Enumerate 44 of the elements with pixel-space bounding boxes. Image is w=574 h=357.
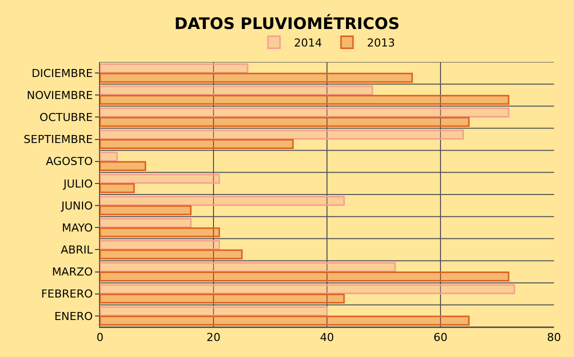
bar <box>100 294 345 304</box>
y-tick-label: MARZO <box>52 266 94 279</box>
chart-title: DATOS PLUVIOMÉTRICOS <box>174 14 400 34</box>
bar <box>100 227 220 238</box>
bar <box>100 94 510 105</box>
y-tick-label: OCTUBRE <box>40 111 93 124</box>
y-tick-label: SEPTIEMBRE <box>24 133 93 146</box>
x-tick-label: 40 <box>320 331 334 344</box>
y-tick-label: MAYO <box>62 221 94 234</box>
x-tick-label: 20 <box>206 331 220 344</box>
bar <box>100 272 510 282</box>
y-tick-label: AGOSTO <box>46 155 94 168</box>
bar <box>100 196 345 206</box>
bar <box>100 205 192 216</box>
y-tick-label: JUNIO <box>60 199 94 212</box>
bar <box>100 240 220 250</box>
legend-label: 2014 <box>294 36 322 50</box>
x-tick-label: 0 <box>96 331 104 344</box>
bar <box>100 306 328 316</box>
bar <box>100 139 294 149</box>
x-tick-label: 60 <box>434 331 448 344</box>
bar <box>100 174 220 184</box>
bar <box>100 116 470 127</box>
y-tick-label: FEBRERO <box>41 288 94 301</box>
y-tick-label: NOVIEMBRE <box>26 88 93 102</box>
bar <box>100 130 464 140</box>
bar <box>100 249 243 260</box>
bar <box>100 85 374 96</box>
bar <box>100 183 135 194</box>
bar <box>100 152 118 162</box>
bar <box>100 218 192 228</box>
y-tick-label: DICIEMBRE <box>32 66 93 80</box>
legend-label: 2013 <box>367 36 395 50</box>
y-tick-label: JULIO <box>62 177 94 190</box>
bar <box>100 316 470 326</box>
bar <box>100 262 396 272</box>
y-tick-label: ABRIL <box>60 244 94 257</box>
x-tick-label: 80 <box>547 331 561 344</box>
bar <box>100 108 510 118</box>
bar <box>100 63 248 74</box>
bar <box>100 284 516 294</box>
bar <box>100 161 146 172</box>
y-tick-label: ENERO <box>54 310 94 323</box>
bar <box>100 72 413 83</box>
